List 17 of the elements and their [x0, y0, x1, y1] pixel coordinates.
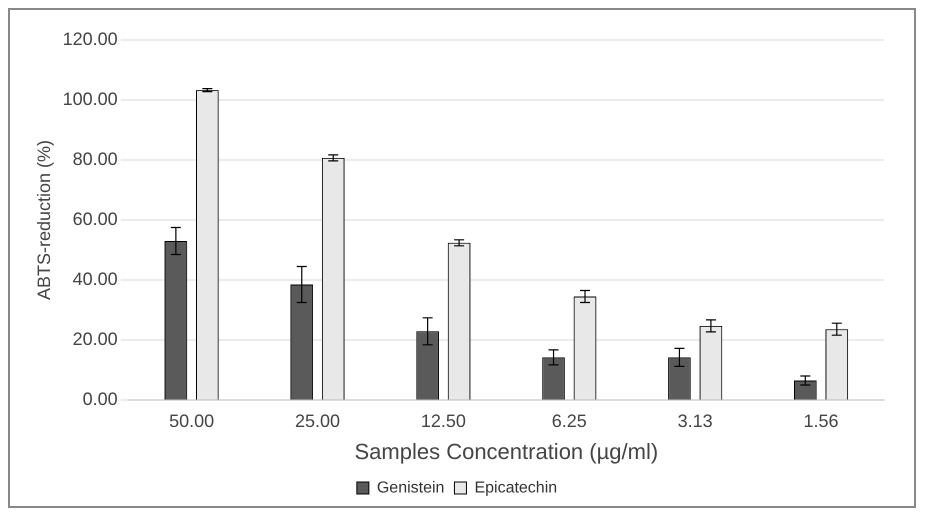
x-tick-label: 25.00 [294, 410, 340, 431]
x-axis-title: Samples Concentration (µg/ml) [354, 438, 658, 464]
y-tick-label: 100.00 [62, 88, 118, 109]
x-tick-label: 1.56 [804, 410, 839, 431]
y-tick-label: 20.00 [72, 328, 118, 349]
x-tick-label: 12.50 [420, 410, 466, 431]
y-tick-label: 120.00 [62, 28, 118, 49]
y-axis-title: ABTS-reduction (%) [34, 140, 54, 300]
x-tick-label: 50.00 [169, 410, 214, 431]
x-tick-label: 6.25 [552, 410, 587, 431]
y-tick-label: 40.00 [72, 268, 118, 289]
y-tick-label: 60.00 [72, 208, 118, 229]
y-tick-label: 0.00 [82, 388, 118, 409]
y-tick-label: 80.00 [72, 148, 118, 169]
legend-label: Epicatechin [474, 479, 558, 496]
legend-label: Genistein [376, 479, 444, 496]
x-tick-label: 3.13 [678, 410, 713, 431]
